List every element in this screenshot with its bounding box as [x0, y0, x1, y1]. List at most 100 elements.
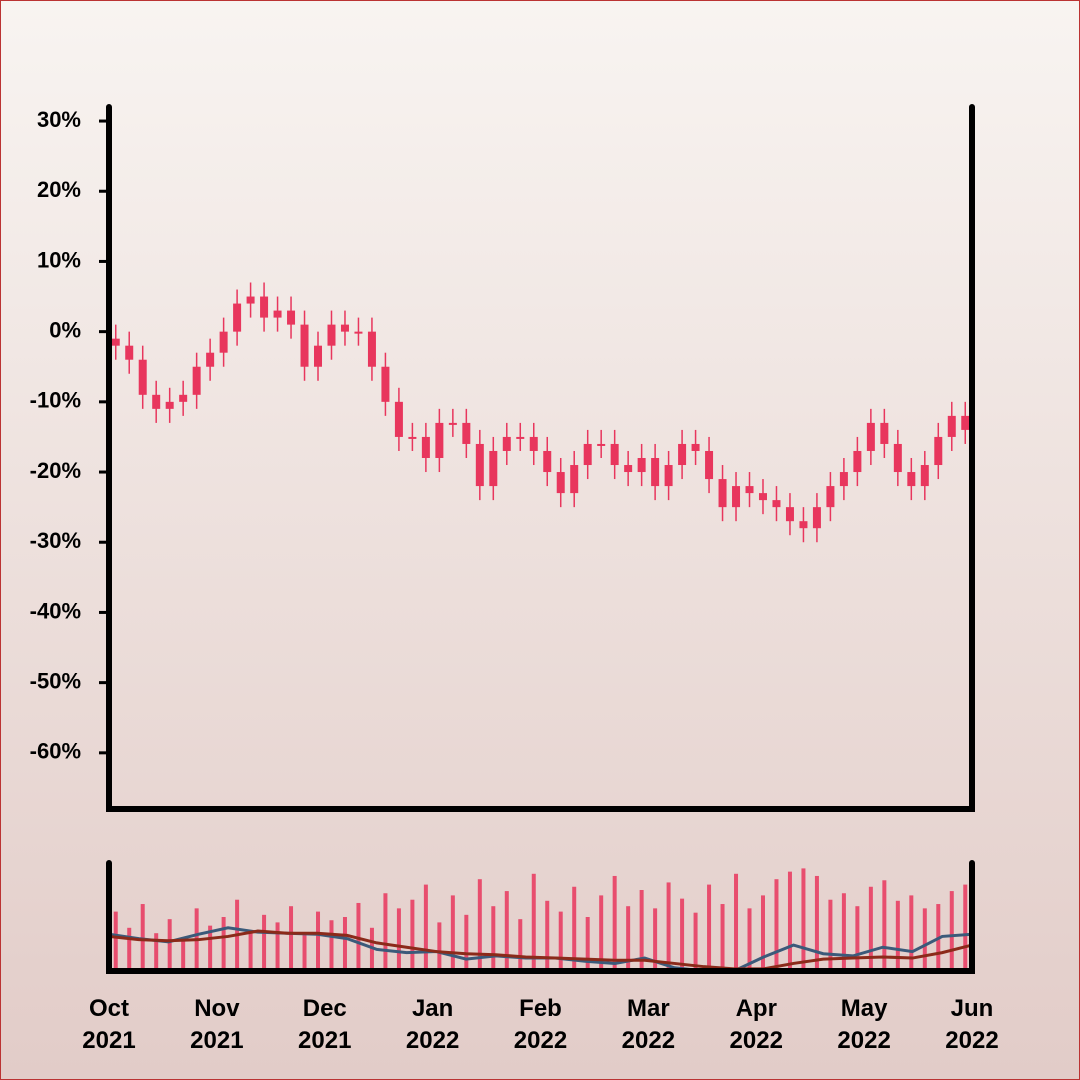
candle-body: [448, 422, 457, 425]
volume-bar: [855, 906, 860, 971]
volume-bar: [666, 882, 671, 971]
candle-body: [394, 401, 403, 437]
volume-bar: [868, 886, 873, 971]
volume-bar: [747, 908, 752, 971]
candle-body: [583, 443, 592, 466]
candle-body: [165, 401, 174, 409]
volume-bar: [369, 927, 374, 971]
volume-bar: [464, 914, 469, 971]
volume-bar: [113, 911, 118, 971]
candle-body: [920, 465, 929, 487]
candle-body: [758, 493, 767, 501]
candle-body: [718, 479, 727, 508]
candle-body: [543, 450, 552, 473]
volume-bar: [558, 911, 563, 971]
volume-bar: [504, 891, 509, 971]
volume-bar: [882, 880, 887, 971]
candle-body: [125, 345, 134, 360]
volume-bar: [518, 919, 523, 971]
volume-bar: [760, 895, 765, 971]
candle-body: [745, 486, 754, 494]
y-tick-label: 0%: [49, 317, 81, 342]
volume-bar: [248, 929, 253, 971]
x-tick-label: Jan 2022: [405, 995, 460, 1054]
volume-bar: [208, 925, 213, 971]
x-tick-label: Dec 2021: [298, 995, 352, 1054]
volume-bar: [841, 893, 846, 971]
candle-body: [489, 450, 498, 487]
volume-bar: [922, 908, 927, 971]
volume-bar: [626, 906, 631, 971]
volume-bar: [342, 917, 347, 971]
volume-bar: [262, 914, 267, 971]
candle-body: [610, 443, 619, 466]
candle-body: [192, 366, 201, 395]
candle-body: [327, 324, 336, 346]
volume-bar: [639, 890, 644, 971]
candle-body: [287, 310, 296, 325]
volume-bar: [545, 900, 550, 971]
volume-bar: [491, 906, 496, 971]
candle-body: [219, 331, 228, 353]
volume-bar: [734, 873, 739, 971]
candle-body: [233, 303, 242, 332]
volume-bar: [154, 933, 159, 971]
candle-body: [785, 507, 794, 522]
volume-bar: [302, 933, 307, 971]
volume-bar: [221, 917, 226, 971]
candle-body: [354, 331, 363, 334]
candle-body: [246, 296, 255, 304]
volume-bar: [316, 911, 321, 971]
candle-body: [516, 436, 525, 439]
candle-body: [273, 310, 282, 318]
candle-body: [651, 458, 660, 487]
candle-body: [260, 296, 269, 318]
x-tick-label: Jun 2022: [945, 995, 999, 1054]
candle-body: [799, 521, 808, 529]
volume-bar: [828, 899, 833, 971]
candle-body: [138, 359, 147, 395]
candle-body: [421, 436, 430, 458]
candle-body: [705, 450, 714, 480]
candle-body: [880, 422, 889, 444]
y-tick-label: -30%: [30, 528, 81, 553]
y-tick-label: 30%: [37, 107, 81, 132]
volume-frame: [106, 860, 975, 974]
volume-bar: [801, 868, 806, 971]
candle-body: [435, 422, 444, 458]
volume-bar: [720, 904, 725, 971]
candle-body: [367, 331, 376, 367]
candle-body: [475, 443, 484, 487]
volume-bar: [949, 891, 954, 971]
volume-bar: [585, 917, 590, 971]
price-frame: [106, 104, 975, 812]
volume-bar: [653, 908, 658, 971]
volume-average: [108, 929, 973, 971]
candle-body: [206, 352, 215, 367]
volume-bar: [572, 886, 577, 971]
volume-bar: [437, 922, 442, 971]
x-tick-label: Oct 2021: [82, 995, 136, 1054]
candle-body: [772, 500, 781, 508]
candle-body: [961, 415, 970, 430]
candle-body: [556, 472, 565, 494]
volume-bar: [410, 899, 415, 971]
volume-bar: [680, 898, 685, 971]
candle-body: [340, 324, 349, 332]
candle-body: [839, 472, 848, 487]
volume-bar: [787, 871, 792, 971]
volume-bar: [329, 920, 334, 971]
candle-body: [381, 366, 390, 402]
candle-body: [597, 443, 606, 446]
volume-bar: [275, 922, 280, 971]
volume-bar: [814, 875, 819, 971]
candle-body: [529, 436, 538, 451]
candle-body: [893, 443, 902, 473]
candle-body: [853, 450, 862, 473]
y-tick-label: 20%: [37, 177, 81, 202]
volume-bar: [289, 906, 294, 971]
x-tick-label: Nov 2021: [190, 995, 244, 1054]
candle-body: [408, 436, 417, 439]
